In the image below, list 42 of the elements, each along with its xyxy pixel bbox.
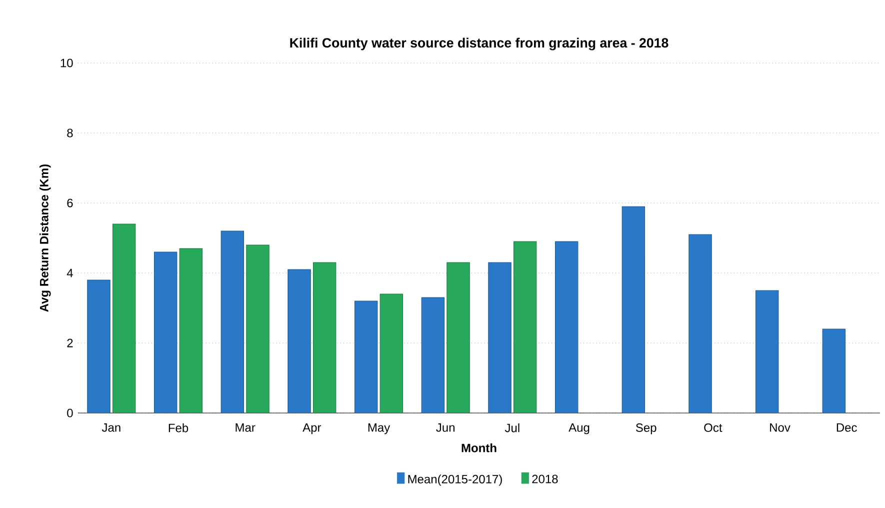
y-tick-label: 6 <box>67 198 73 208</box>
bar <box>421 297 445 414</box>
x-axis-title: Month <box>462 443 496 452</box>
bar <box>220 230 244 414</box>
x-tick-label: Aug <box>568 423 590 434</box>
bar <box>688 234 712 414</box>
bar <box>488 262 512 414</box>
x-tick-label: Feb <box>168 423 188 432</box>
bar <box>622 206 646 414</box>
x-tick-label: Nov <box>770 423 790 432</box>
x-tick-label: Jun <box>436 423 454 432</box>
y-tick-label: 10 <box>60 58 73 68</box>
bar <box>513 241 537 414</box>
y-axis-title: Avg Return Distance (Km) <box>40 164 51 312</box>
y-tick-label: 2 <box>67 338 73 348</box>
x-tick-label: Oct <box>704 423 722 432</box>
x-tick-label: Mar <box>236 423 256 432</box>
bar <box>354 300 378 414</box>
bar <box>87 280 110 414</box>
bar <box>822 328 846 414</box>
bar <box>312 262 336 414</box>
x-tick-label: Apr <box>302 423 322 434</box>
x-tick-label: Jul <box>504 423 520 432</box>
y-tick-label: 4 <box>66 268 73 278</box>
bar <box>154 252 178 414</box>
y-tick-label: 8 <box>67 128 73 138</box>
y-tick-label: 0 <box>67 408 73 418</box>
x-tick-label: Dec <box>836 423 857 432</box>
x-tick-label: Sep <box>636 423 656 434</box>
bar <box>755 290 779 414</box>
x-tick-label: Jan <box>102 423 120 432</box>
x-tick-label: May <box>368 423 390 434</box>
bar <box>288 269 311 414</box>
bar <box>179 248 203 414</box>
legend-label: Mean(2015-2017) <box>408 474 502 486</box>
bar <box>446 262 470 414</box>
bar <box>380 294 404 414</box>
chart-title: Kilifi County water source distance from grazing area - 2018 <box>290 38 668 50</box>
bar <box>554 241 578 414</box>
bar <box>246 244 270 414</box>
legend-label: 2018 <box>532 474 558 484</box>
bar <box>112 224 136 414</box>
